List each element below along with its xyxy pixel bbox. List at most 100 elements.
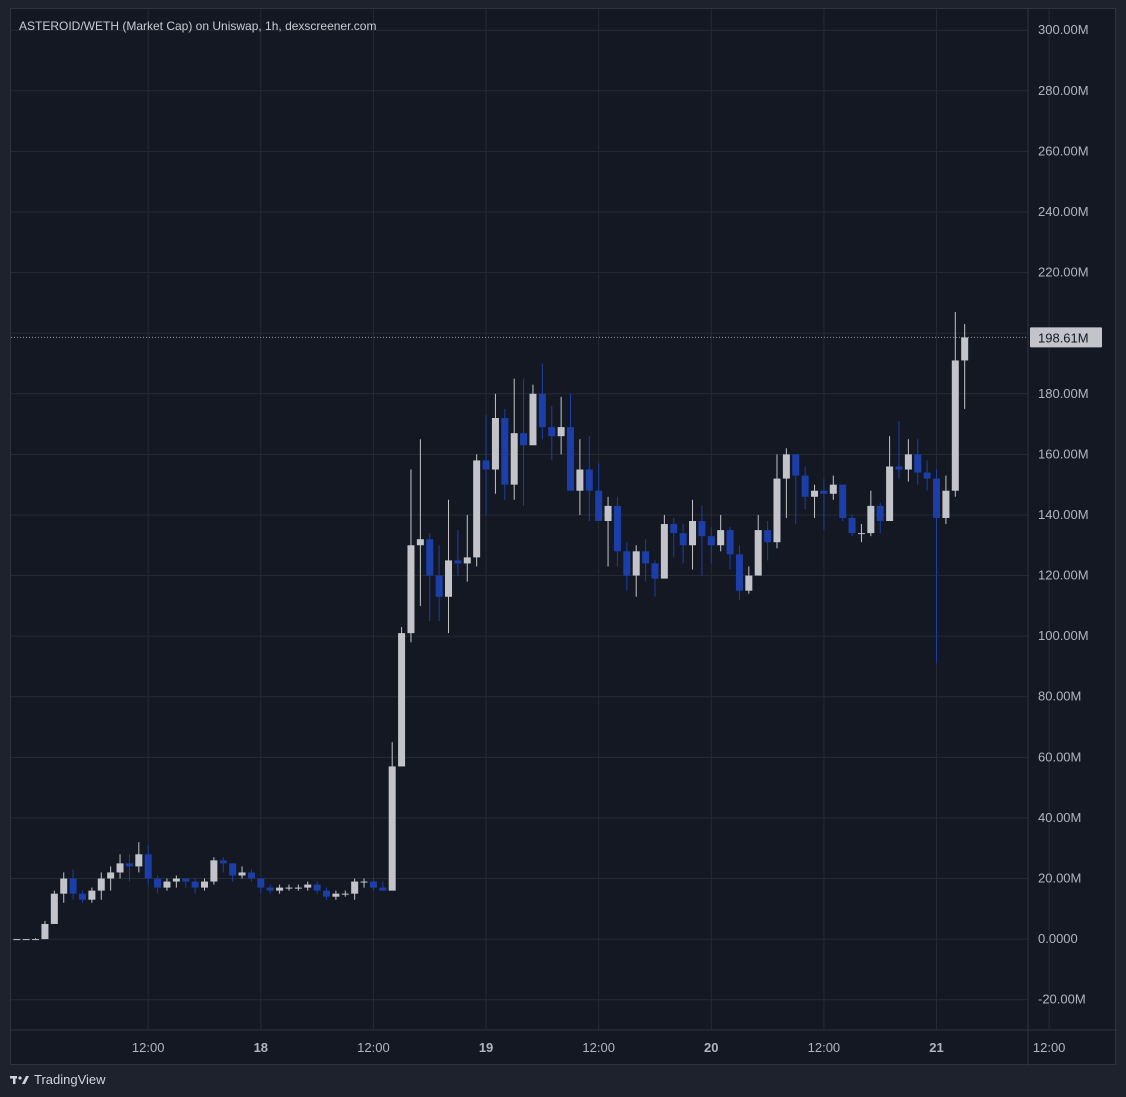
y-tick-label: 120.00M: [1038, 568, 1089, 583]
candle: [341, 890, 349, 897]
candle: [914, 439, 922, 485]
candle-body: [501, 418, 509, 485]
candle-body: [257, 878, 265, 888]
candle: [707, 527, 715, 564]
candle-body: [369, 881, 377, 888]
candle: [951, 311, 959, 497]
candle: [304, 881, 312, 891]
y-axis: -20.00M 0.0000 20.00M 40.00M 60.00M 80.00M 100…: [1038, 22, 1089, 1006]
candle-body: [886, 466, 894, 522]
candle-body: [416, 539, 424, 546]
last-price-marker: 198.61M: [11, 327, 1102, 348]
candle: [698, 505, 706, 576]
candlestick-chart[interactable]: -20.00M 0.0000 20.00M 40.00M 60.00M 80.00M 100…: [11, 9, 1117, 1066]
candle: [369, 878, 377, 891]
candle-body: [360, 881, 368, 883]
candle: [13, 939, 21, 941]
chart-frame: -20.00M 0.0000 20.00M 40.00M 60.00M 80.00M 100…: [10, 8, 1117, 1066]
candle-body: [933, 478, 941, 518]
candle-body: [50, 893, 58, 924]
candle: [764, 521, 772, 561]
candle-body: [567, 427, 575, 491]
candle-body: [529, 393, 537, 446]
candle-body: [482, 460, 490, 470]
y-tick-label: 0.0000: [1038, 931, 1078, 946]
candle-body: [773, 478, 781, 543]
candle-body: [294, 887, 302, 889]
candle-body: [642, 551, 650, 564]
candle-body: [914, 454, 922, 473]
candle: [717, 514, 725, 552]
candle-body: [154, 878, 162, 888]
candle-body: [144, 854, 152, 879]
grid-lines: [11, 9, 1117, 1066]
candle-body: [388, 766, 396, 891]
candle: [445, 499, 453, 634]
candle: [416, 439, 424, 606]
footer-branding[interactable]: TradingView: [10, 1072, 106, 1087]
y-tick-label: 80.00M: [1038, 689, 1081, 704]
candle-body: [698, 521, 706, 537]
candle: [811, 484, 819, 518]
candle-body: [22, 939, 30, 941]
candle: [679, 524, 687, 564]
y-tick-label: 280.00M: [1038, 83, 1089, 98]
candle-body: [623, 551, 631, 576]
candle-body: [445, 560, 453, 597]
candle: [895, 421, 903, 479]
candle: [538, 363, 546, 440]
candle-body: [548, 427, 556, 437]
candle: [144, 845, 152, 885]
candle-body: [351, 881, 359, 894]
candle-body: [435, 575, 443, 597]
candle: [613, 496, 621, 567]
candle: [520, 378, 528, 506]
candle: [904, 439, 912, 482]
candle-body: [229, 863, 237, 876]
candle-body: [454, 560, 462, 564]
candle-body: [520, 433, 528, 446]
candle: [942, 475, 950, 525]
candle: [557, 396, 565, 455]
x-axis: 12:00 18 12:00 19 12:00 20 12:00 21 12:00: [132, 1040, 1066, 1055]
candle-body: [895, 466, 903, 470]
candle: [454, 530, 462, 576]
y-tick-label: 220.00M: [1038, 265, 1089, 280]
candle-body: [210, 860, 218, 882]
candle: [229, 863, 237, 882]
x-tick-label: 12:00: [132, 1040, 165, 1055]
candle-body: [613, 505, 621, 552]
candle-body: [341, 893, 349, 895]
candle: [670, 517, 678, 558]
candle: [632, 545, 640, 597]
candle: [238, 866, 246, 879]
candle-body: [951, 360, 959, 491]
candle: [773, 454, 781, 549]
candle: [172, 875, 180, 888]
candle: [867, 490, 875, 537]
candle-body: [191, 881, 199, 888]
candle: [857, 524, 865, 543]
candle-body: [557, 427, 565, 437]
candle: [257, 878, 265, 894]
candle-body: [660, 524, 668, 579]
candle-body: [238, 872, 246, 876]
candle-body: [69, 878, 77, 894]
candle: [407, 469, 415, 643]
candle: [135, 842, 143, 873]
candle: [933, 469, 941, 664]
y-tick-label: 100.00M: [1038, 628, 1089, 643]
candle-body: [426, 539, 434, 576]
y-tick-label: 300.00M: [1038, 22, 1089, 37]
candle-body: [904, 454, 912, 470]
candle: [219, 857, 227, 873]
candle-body: [876, 505, 884, 522]
candle: [388, 742, 396, 891]
candle-body: [604, 505, 612, 522]
candle-body: [848, 517, 856, 534]
candle: [829, 475, 837, 500]
candle: [247, 869, 255, 882]
candle: [285, 884, 293, 891]
candle-body: [163, 881, 171, 888]
candle: [97, 872, 105, 900]
